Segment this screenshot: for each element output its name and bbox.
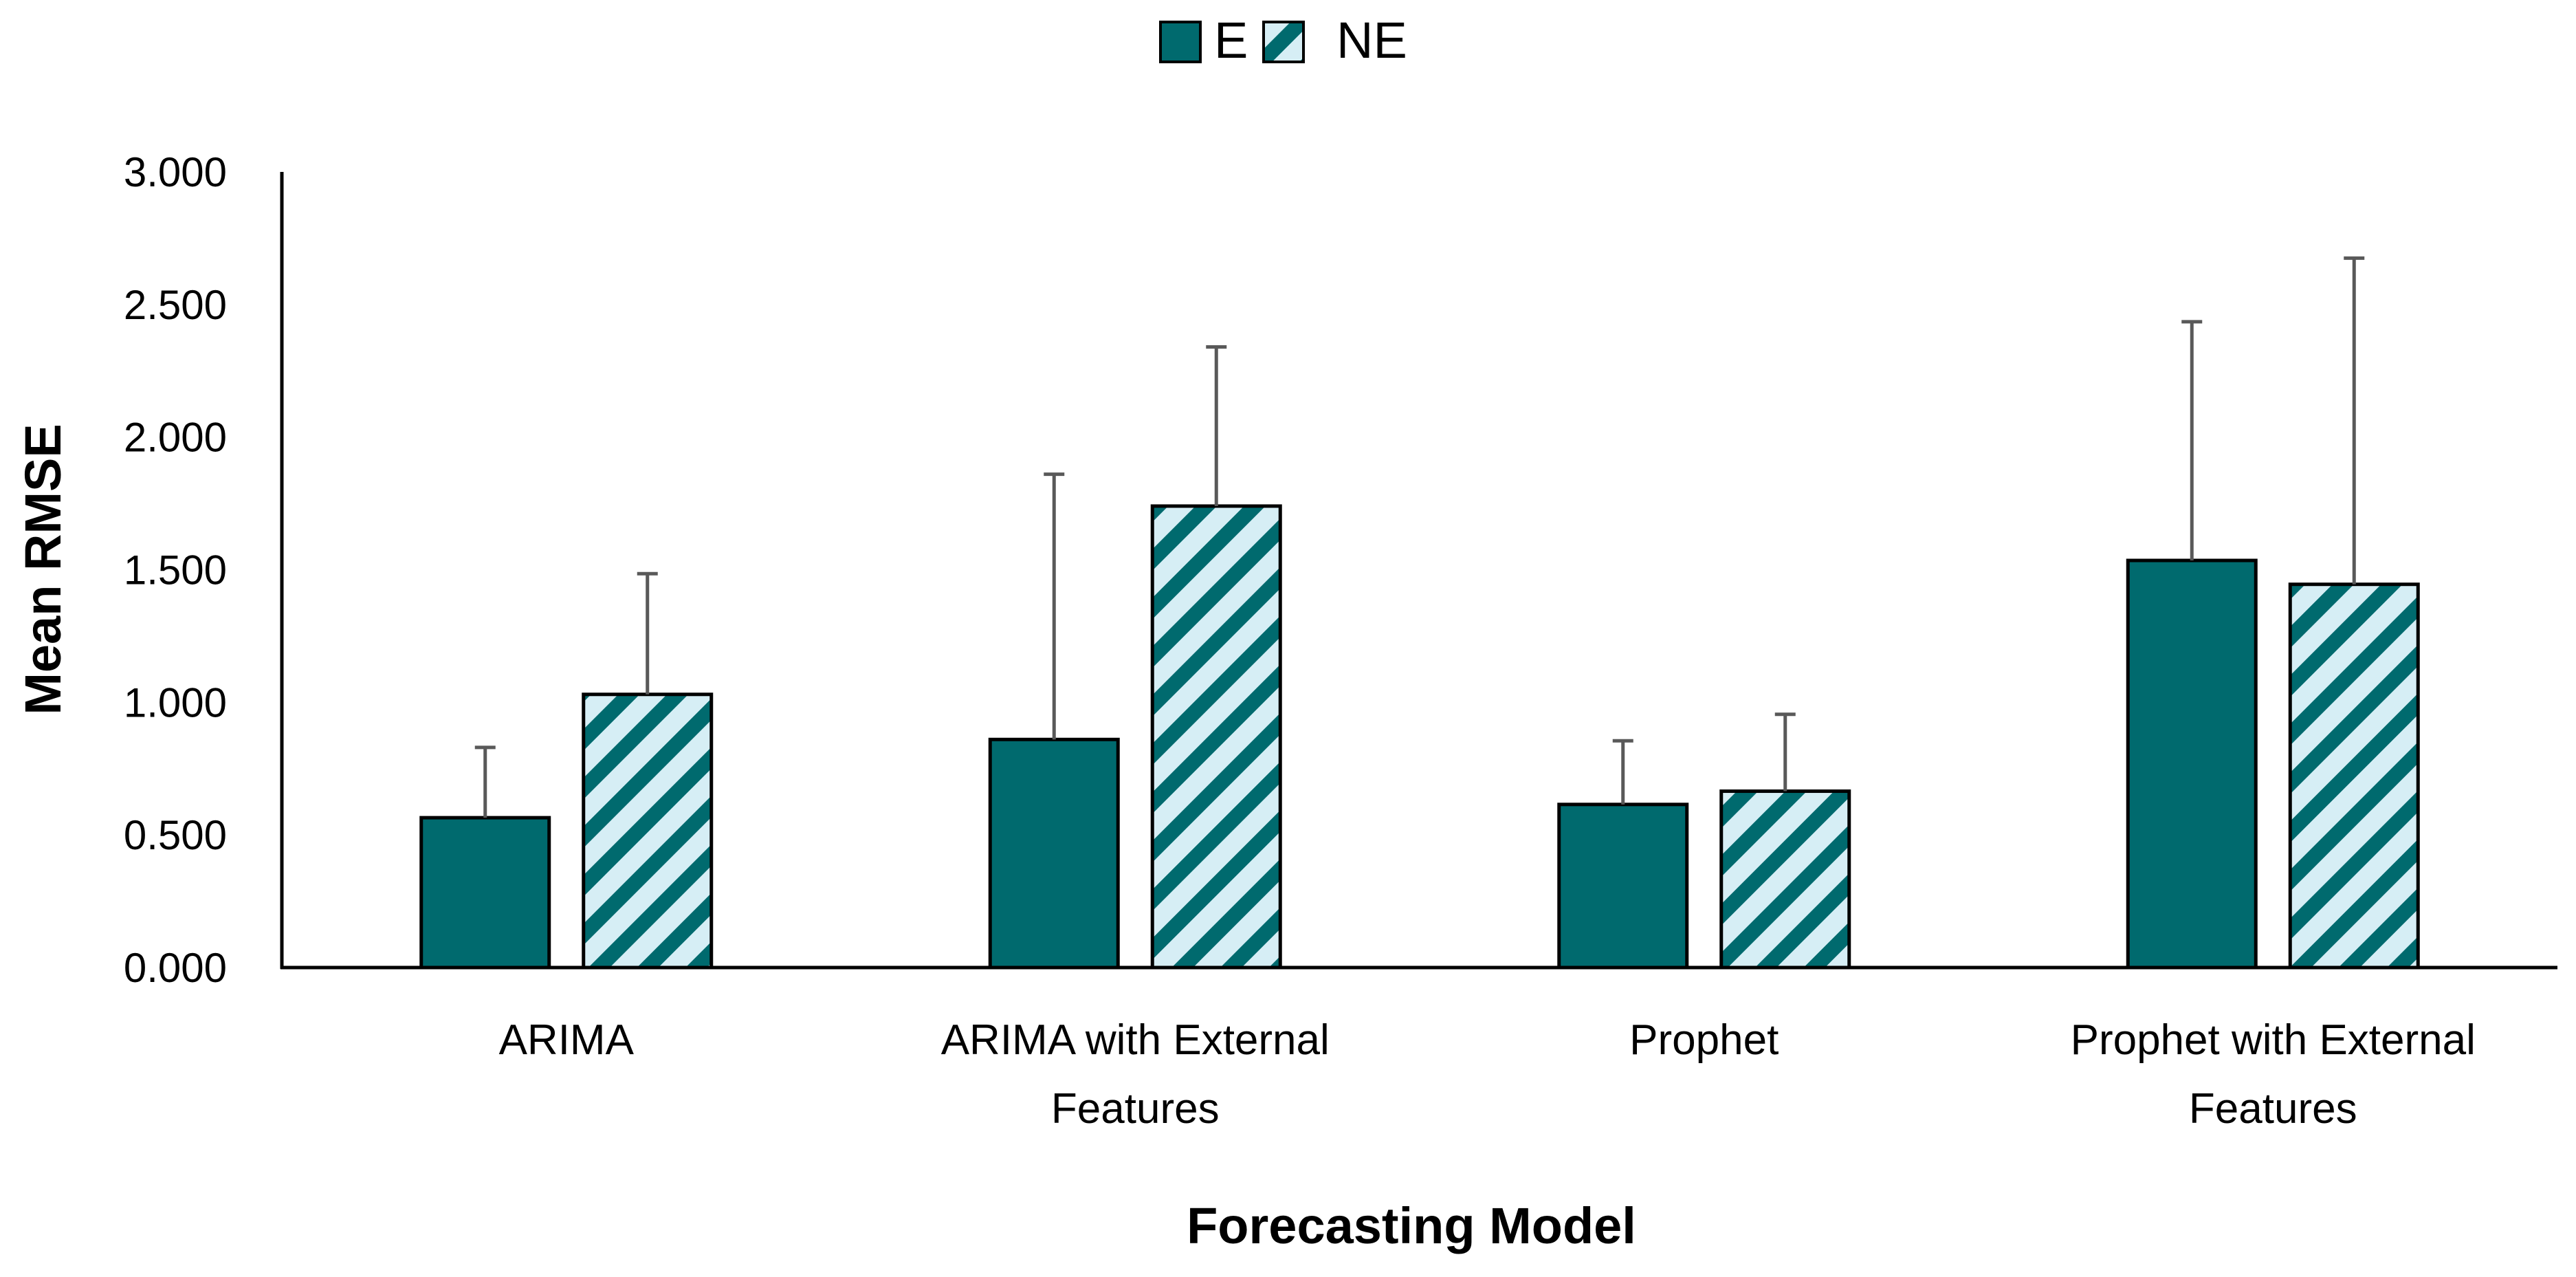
bar-e (419, 816, 551, 970)
bar-e (1557, 803, 1689, 970)
x-category-labels: ARIMA ARIMA with External Features Prophet P… (499, 1016, 2476, 1133)
bar-ne (1719, 789, 1851, 970)
y-axis-title: Mean RMSE (14, 424, 71, 715)
y-tick-label: 1.500 (124, 547, 227, 593)
error-bar (1044, 472, 1065, 740)
error-bar (1206, 345, 1227, 506)
y-tick-label: 2.500 (124, 282, 227, 328)
x-category-label: Prophet (1629, 1016, 1779, 1064)
x-axis-title: Forecasting Model (1187, 1197, 1636, 1254)
x-category-label: Prophet with External Features (2071, 1016, 2476, 1133)
bar-e (988, 737, 1120, 970)
y-tick-label: 3.000 (124, 149, 227, 195)
error-bar (474, 745, 496, 818)
bar-ne (1150, 504, 1282, 970)
error-bar (1774, 712, 1796, 792)
error-bar (1612, 739, 1633, 805)
x-category-label: ARIMA (499, 1016, 635, 1064)
error-bar (2344, 256, 2365, 585)
legend-swatch-ne (1262, 21, 1305, 63)
legend: E NE (1159, 12, 1407, 69)
y-tick-label: 1.000 (124, 679, 227, 725)
legend-swatch-e (1159, 21, 1202, 63)
legend-label-ne: NE (1336, 12, 1407, 69)
error-bar (2181, 320, 2203, 561)
y-tick-label: 0.000 (124, 945, 227, 991)
y-tick-labels: 0.000 0.500 1.000 1.500 2.000 2.500 3.000 (124, 149, 227, 991)
x-category-label: ARIMA with External Features (941, 1016, 1330, 1133)
y-tick-label: 0.500 (124, 812, 227, 858)
bars (419, 504, 2420, 970)
error-bars (474, 256, 2365, 818)
bar-e (2126, 558, 2258, 970)
error-bar (637, 571, 658, 695)
bar-ne (2288, 582, 2420, 970)
bar-ne (582, 692, 714, 970)
y-tick-label: 2.000 (124, 415, 227, 461)
legend-label-e: E (1214, 12, 1248, 69)
